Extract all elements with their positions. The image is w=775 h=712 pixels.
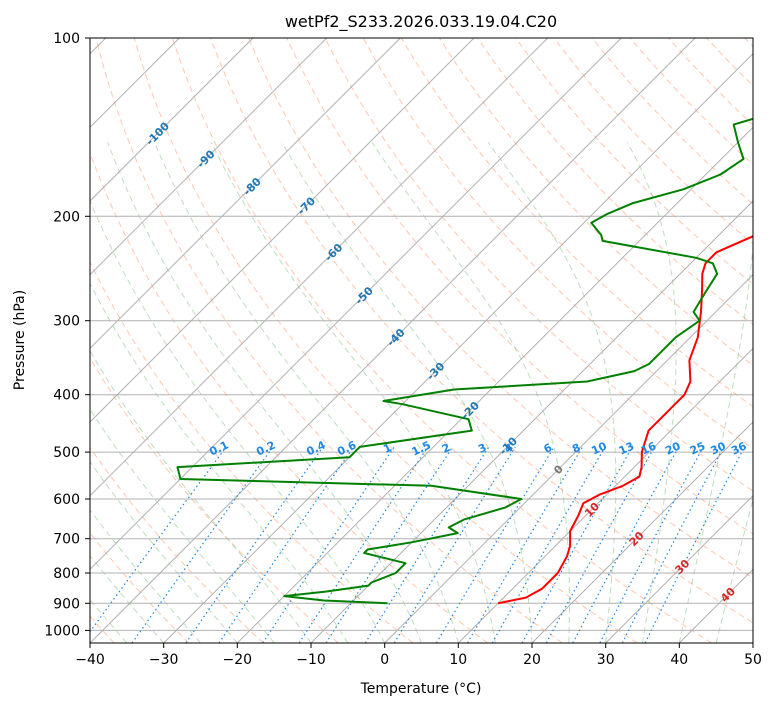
mixing-ratio-label: 36: [729, 439, 749, 457]
mixing-ratio-line: [436, 447, 554, 643]
chart-title: wetPf2_S233.2026.033.19.04.C20: [285, 12, 557, 32]
moist-adiabat: [4, 142, 311, 643]
dry-adiabat: [20, 38, 413, 643]
plot-frame: [90, 38, 753, 643]
mixing-ratio-line: [645, 447, 744, 643]
dry-adiabat: [439, 38, 775, 643]
dry-adiabat: [516, 38, 775, 643]
mixing-ratio-label: 13: [617, 439, 636, 457]
y-tick-label: 300: [53, 314, 80, 330]
x-tick-label: 40: [670, 652, 688, 668]
moist-adiabat: [679, 142, 755, 643]
moist-adiabat: [716, 142, 775, 643]
mixing-ratio-line: [492, 447, 605, 643]
mixing-ratio-label: 30: [709, 439, 729, 457]
mixing-ratio-label: 20: [663, 439, 683, 457]
mixing-ratio-label: 0.6: [335, 438, 358, 458]
moist-adiabat: [0, 142, 274, 643]
isotherm-line: [16, 38, 621, 643]
mixing-ratio-line: [394, 447, 515, 643]
x-tick-label: −20: [223, 652, 253, 668]
isotherm-line: [0, 38, 253, 643]
dry-adiabat: [707, 38, 775, 643]
x-tick-label: −10: [296, 652, 326, 668]
y-tick-label: 700: [53, 532, 80, 548]
dry-adiabat: [0, 38, 264, 643]
x-tick-label: 0: [380, 652, 389, 668]
mixing-ratio-label: 2: [440, 441, 452, 456]
y-tick-label: 500: [53, 445, 80, 461]
mixing-ratio-label: 25: [688, 439, 707, 457]
x-tick-label: 10: [449, 652, 467, 668]
mixing-ratio-label: 3: [476, 441, 488, 456]
y-tick-label: 600: [53, 492, 80, 508]
mixing-ratio-line: [186, 447, 323, 643]
x-tick-label: −30: [149, 652, 179, 668]
isotherm-line: [0, 38, 474, 643]
mixing-ratio-line: [573, 447, 679, 643]
isotherm-label: -50: [353, 284, 376, 307]
mixing-ratio-label: 0.1: [207, 439, 230, 459]
x-tick-label: 30: [597, 652, 615, 668]
dry-adiabat: [478, 38, 775, 643]
mixing-ratio-label: 0.2: [254, 439, 277, 459]
y-tick-label: 400: [53, 388, 80, 404]
isotherm-line: [164, 38, 769, 643]
y-tick-label: 1000: [44, 623, 80, 639]
mixing-ratio-label: 10: [589, 439, 609, 457]
x-tick-label: 20: [523, 652, 541, 668]
isotherm-line: [753, 38, 775, 643]
moist-adiabat: [211, 142, 495, 643]
x-tick-label: −40: [75, 652, 105, 668]
y-tick-label: 100: [53, 31, 80, 47]
isotherm-line: [679, 38, 775, 643]
mixing-ratio-line: [522, 447, 632, 643]
isotherm-line: [0, 38, 400, 643]
dry-adiabat: [554, 38, 775, 643]
y-tick-label: 900: [53, 596, 80, 612]
dry-adiabat: [745, 38, 775, 643]
isotherm-label: -80: [241, 175, 264, 198]
moist-adiabat: [0, 142, 201, 643]
moist-adiabat: [0, 142, 164, 643]
isotherm-line: [606, 38, 775, 643]
isotherm-line: [237, 38, 775, 643]
moist-adiabat: [108, 142, 422, 643]
dry-adiabat: [211, 38, 775, 643]
dry-adiabat: [58, 38, 488, 643]
mixing-ratio-line: [219, 447, 354, 643]
isotherm-line: [385, 38, 775, 643]
x-axis-label: Temperature (°C): [360, 681, 482, 697]
mixing-ratio-line: [600, 447, 704, 643]
mixing-ratio-line: [468, 447, 583, 643]
isotherm-label: -70: [295, 194, 318, 217]
x-tick-label: 50: [744, 652, 762, 668]
y-tick-label: 800: [53, 566, 80, 582]
mixing-ratio-label: 1.5: [410, 439, 433, 459]
mixing-ratio-line: [132, 447, 273, 643]
isotherm-line: [458, 38, 775, 643]
moist-adiabat: [282, 142, 532, 643]
mixing-ratio-line: [82, 447, 227, 643]
dry-adiabat: [668, 38, 775, 643]
axis-layer: −40 −30 −20 −10 0 10 20 30 40 50 100 200 300 400 500 60…: [44, 31, 762, 668]
y-tick-label: 200: [53, 209, 80, 225]
mixing-ratio-label: 8: [570, 441, 582, 456]
y-axis-label: Pressure (hPa): [12, 290, 28, 390]
dry-adiabat: [592, 38, 775, 643]
